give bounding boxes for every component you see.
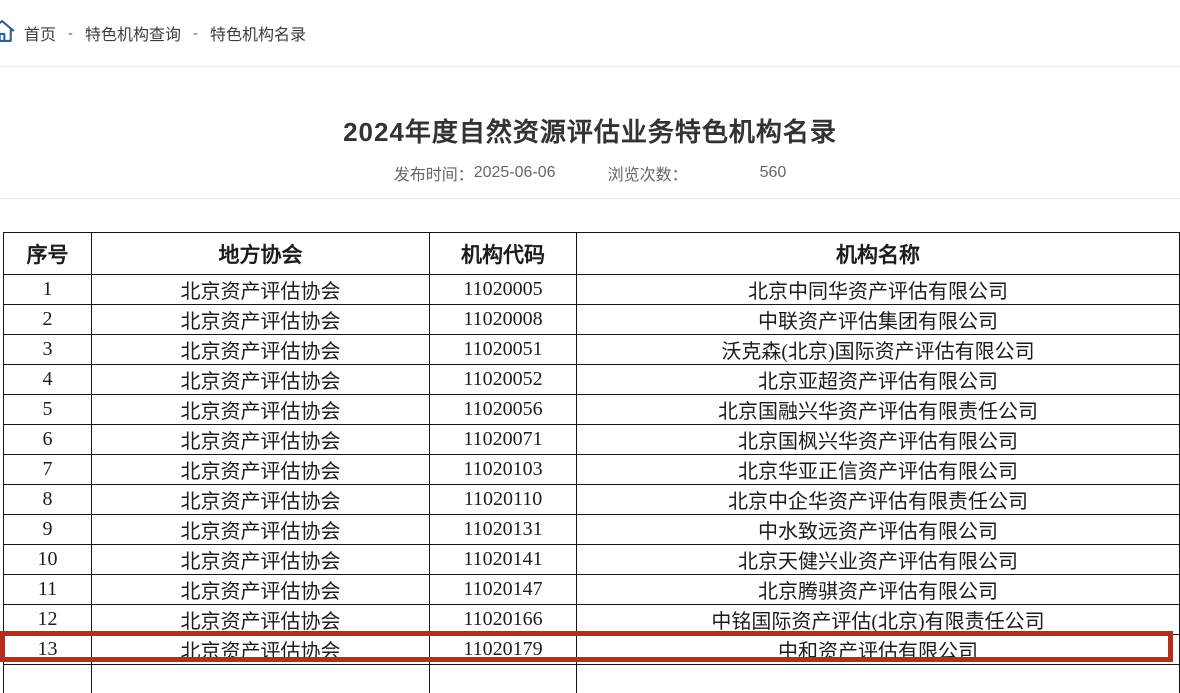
- code-cell: 11020166: [430, 605, 577, 635]
- code-cell: 11020056: [430, 395, 577, 425]
- name-cell: 中联资产评估集团有限公司: [577, 305, 1180, 335]
- name-cell: 北京中同华资产评估有限公司: [577, 275, 1180, 305]
- code-cell: 11020110: [430, 485, 577, 515]
- code-cell: 11020131: [430, 515, 577, 545]
- row-number-cell: 12: [4, 605, 92, 635]
- empty-cell: [577, 665, 1180, 693]
- row-number-cell: 13: [4, 635, 92, 665]
- code-cell: 11020071: [430, 425, 577, 455]
- breadcrumb-separator: -: [68, 25, 73, 42]
- column-header-index: 序号: [4, 233, 92, 275]
- views-label: 浏览次数：: [608, 161, 688, 185]
- views-count: 560: [760, 164, 787, 182]
- association-cell: 北京资产评估协会: [92, 575, 430, 605]
- home-icon: [0, 17, 17, 50]
- name-cell: 中铭国际资产评估(北京)有限责任公司: [577, 605, 1180, 635]
- association-cell: 北京资产评估协会: [92, 605, 430, 635]
- page: { "breadcrumb": { "separator": "-", "ite…: [0, 0, 1180, 667]
- code-cell: 11020052: [430, 365, 577, 395]
- association-cell: 北京资产评估协会: [92, 335, 430, 365]
- name-cell: 中水致远资产评估有限公司: [577, 515, 1180, 545]
- row-number-cell: 10: [4, 545, 92, 575]
- code-cell: 11020147: [430, 575, 577, 605]
- name-cell: 中和资产评估有限公司: [577, 635, 1180, 665]
- name-cell: 沃克森(北京)国际资产评估有限公司: [577, 335, 1180, 365]
- row-number-cell: 11: [4, 575, 92, 605]
- row-number-cell: 4: [4, 365, 92, 395]
- article-meta: 发布时间： 2025-06-06 浏览次数： 560: [0, 161, 1180, 185]
- breadcrumb-item-current: 特色机构名录: [210, 21, 306, 45]
- column-header-code: 机构代码: [430, 233, 577, 275]
- row-number-cell: 1: [4, 275, 92, 305]
- page-title: 2024年度自然资源评估业务特色机构名录: [0, 112, 1180, 149]
- publish-time-value: 2025-06-06: [474, 164, 556, 182]
- association-cell: 北京资产评估协会: [92, 485, 430, 515]
- association-cell: 北京资产评估协会: [92, 275, 430, 305]
- breadcrumb-separator: -: [193, 25, 198, 42]
- association-cell: 北京资产评估协会: [92, 635, 430, 665]
- name-cell: 北京国融兴华资产评估有限责任公司: [577, 395, 1180, 425]
- code-cell: 11020005: [430, 275, 577, 305]
- row-number-cell: 5: [4, 395, 92, 425]
- code-cell: 11020141: [430, 545, 577, 575]
- row-number-cell: 2: [4, 305, 92, 335]
- name-cell: 北京国枫兴华资产评估有限公司: [577, 425, 1180, 455]
- row-number-cell: 9: [4, 515, 92, 545]
- name-cell: 北京腾骐资产评估有限公司: [577, 575, 1180, 605]
- code-cell: 11020179: [430, 635, 577, 665]
- row-number-cell: 7: [4, 455, 92, 485]
- empty-cell: [430, 665, 577, 693]
- code-cell: 11020008: [430, 305, 577, 335]
- association-cell: 北京资产评估协会: [92, 545, 430, 575]
- header-divider: [0, 198, 1180, 199]
- column-header-association: 地方协会: [92, 233, 430, 275]
- breadcrumb-item-query[interactable]: 特色机构查询: [85, 21, 181, 45]
- column-header-name: 机构名称: [577, 233, 1180, 275]
- association-cell: 北京资产评估协会: [92, 515, 430, 545]
- empty-cell: [4, 665, 92, 693]
- name-cell: 北京亚超资产评估有限公司: [577, 365, 1180, 395]
- table-header-row: 序号地方协会机构代码机构名称: [4, 233, 1180, 275]
- name-cell: 北京天健兴业资产评估有限公司: [577, 545, 1180, 575]
- row-number-cell: 8: [4, 485, 92, 515]
- name-cell: 北京华亚正信资产评估有限公司: [577, 455, 1180, 485]
- breadcrumb: 首页 - 特色机构查询 - 特色机构名录: [0, 0, 1180, 67]
- code-cell: 11020103: [430, 455, 577, 485]
- row-number-cell: 3: [4, 335, 92, 365]
- row-number-cell: 6: [4, 425, 92, 455]
- association-cell: 北京资产评估协会: [92, 395, 430, 425]
- association-cell: 北京资产评估协会: [92, 455, 430, 485]
- code-cell: 11020051: [430, 335, 577, 365]
- publish-time-label: 发布时间：: [394, 161, 474, 185]
- name-cell: 北京中企华资产评估有限责任公司: [577, 485, 1180, 515]
- association-cell: 北京资产评估协会: [92, 425, 430, 455]
- breadcrumb-item-home[interactable]: 首页: [24, 21, 56, 45]
- empty-cell: [92, 665, 430, 693]
- association-cell: 北京资产评估协会: [92, 305, 430, 335]
- association-cell: 北京资产评估协会: [92, 365, 430, 395]
- table-row-clipped: [4, 665, 1180, 693]
